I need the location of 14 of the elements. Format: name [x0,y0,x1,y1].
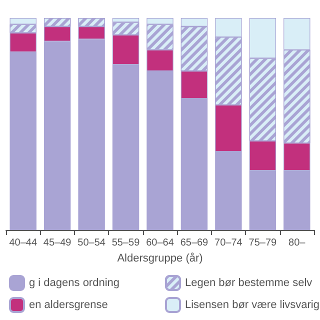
x-tick-label: 60–64 [146,238,174,248]
legend-label: en aldersgrense [29,299,108,311]
legend-label: g i dagens ordning [29,277,120,289]
x-tick-label: 65–69 [180,238,209,248]
legend-label: Legen bør bestemme selv [185,277,313,289]
x-axis-title: Aldersgruppe (år) [117,252,203,264]
x-tick-label: 45–49 [43,238,72,248]
x-tick-label: 50–54 [78,238,106,248]
legend-label: Lisensen bør være livsvarig [185,299,320,311]
x-tick-label: 40–44 [9,238,38,248]
x-tick-label: 75–79 [248,238,278,248]
x-tick-label: 80– [288,238,306,248]
x-tick-label: 55–59 [112,238,140,248]
x-tick-label: 70–74 [214,238,243,248]
